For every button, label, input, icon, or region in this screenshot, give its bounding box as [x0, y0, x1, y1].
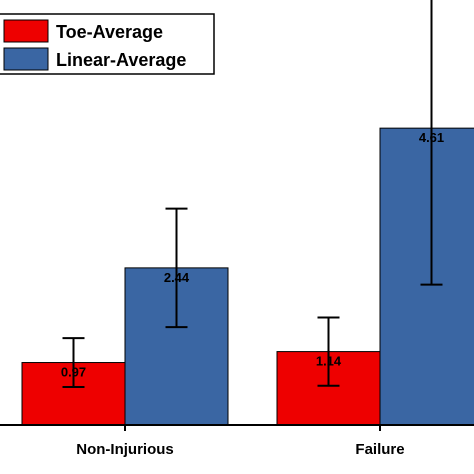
x-tick-label: Non-Injurious — [76, 441, 174, 458]
error-bar-toe-average-failure — [317, 316, 340, 387]
legend: Toe-Average Linear-Average — [0, 13, 215, 75]
x-ticks-layer: Non-Injurious Failure — [76, 425, 405, 458]
error-bar-linear-average-non-injurious — [165, 207, 188, 329]
x-tick-label: Failure — [355, 441, 404, 458]
error-bars-layer — [62, 0, 443, 389]
error-bar-toe-average-non-injurious — [62, 337, 85, 389]
data-labels-layer: 0.97 2.44 1.14 4.61 — [61, 130, 444, 379]
data-label: 1.14 — [316, 354, 342, 369]
legend-label-toe: Toe-Average — [56, 22, 163, 42]
error-bar-linear-average-failure — [420, 0, 443, 286]
legend-label-linear: Linear-Average — [56, 50, 186, 70]
data-label: 2.44 — [164, 270, 190, 285]
legend-swatch-linear — [3, 47, 49, 71]
data-label: 0.97 — [61, 365, 86, 380]
legend-swatch-toe — [3, 19, 49, 43]
bar-linear-average-failure — [379, 127, 474, 426]
data-label: 4.61 — [419, 130, 444, 145]
